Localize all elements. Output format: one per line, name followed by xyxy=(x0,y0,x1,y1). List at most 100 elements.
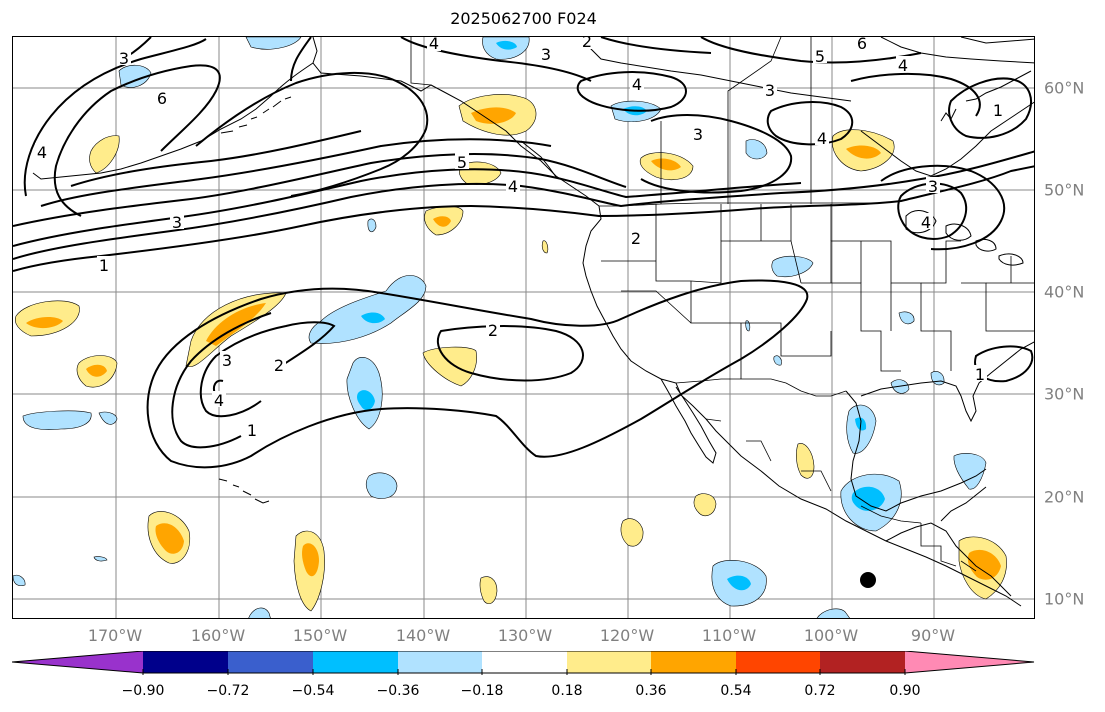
negative-anomaly-patch xyxy=(248,607,271,618)
colorbar-segment xyxy=(228,651,313,673)
contour-label: 3 xyxy=(765,81,775,100)
negative-anomaly-patch xyxy=(745,139,768,160)
contour-line xyxy=(13,168,802,247)
lon-label-150w: 150°W xyxy=(292,626,348,645)
negative-anomaly-patch xyxy=(98,411,118,425)
lon-label-170w: 170°W xyxy=(87,626,143,645)
lon-label-90w: 90°W xyxy=(910,626,956,645)
negative-anomaly-patch xyxy=(93,556,108,562)
negative-anomaly-patch xyxy=(22,410,92,430)
colorbar-extend-low xyxy=(12,651,143,673)
positive-anomaly-patch xyxy=(620,518,644,547)
contour-line xyxy=(23,38,207,197)
contour-line xyxy=(171,312,272,449)
colorbar-segment xyxy=(398,651,482,673)
lon-label-140w: 140°W xyxy=(395,626,451,645)
contour-line xyxy=(13,153,627,227)
colorbar-tick-label: 0.72 xyxy=(804,683,836,699)
contour-line xyxy=(13,165,1034,272)
contour-line xyxy=(40,138,552,207)
negative-anomaly-patch xyxy=(365,472,398,499)
contour-label: 2 xyxy=(274,356,284,375)
contour-label: 4 xyxy=(898,56,908,75)
contour-label: 6 xyxy=(157,89,167,108)
positive-anomaly-patch xyxy=(89,135,120,174)
contour-label: 3 xyxy=(222,351,232,370)
contour-label: 3 xyxy=(693,125,703,144)
negative-anomaly-patch xyxy=(13,574,26,587)
colorbar-segment xyxy=(567,651,651,673)
contour-line xyxy=(850,72,981,117)
lon-label-160w: 160°W xyxy=(190,626,246,645)
contour-line xyxy=(436,325,584,382)
colorbar-tick-label: −0.90 xyxy=(121,683,165,699)
colorbar-segment xyxy=(820,651,905,673)
contour-label: 3 xyxy=(119,49,129,68)
colorbar-tick-label: −0.72 xyxy=(206,683,250,699)
contour-line xyxy=(576,71,687,112)
contour-line xyxy=(53,64,221,217)
lat-label-50n: 50°N xyxy=(1044,180,1085,200)
positive-anomaly-patch xyxy=(693,493,717,516)
contour-label: 4 xyxy=(921,213,931,232)
contour-label: 1 xyxy=(247,421,257,440)
negative-anomaly-patch xyxy=(930,371,945,386)
negative-anomaly-patch xyxy=(773,355,782,366)
lat-label-20n: 20°N xyxy=(1044,487,1085,507)
shaded-anomalies xyxy=(13,37,1007,618)
negative-anomaly-patch xyxy=(745,320,751,332)
contour-line xyxy=(948,77,1032,139)
colorbar-segment xyxy=(143,651,228,673)
contour-label: 3 xyxy=(172,213,182,232)
contour-label: 4 xyxy=(37,143,47,162)
colorbar xyxy=(12,651,1035,675)
lon-label-120w: 120°W xyxy=(599,626,655,645)
contour-line xyxy=(13,150,1034,260)
negative-anomaly-patch xyxy=(953,453,987,490)
map-svg: 1 2 3 4 5 6 2 2 1 3 4 3 2 4 xyxy=(13,37,1034,618)
lat-label-10n: 10°N xyxy=(1044,589,1085,609)
lon-label-110w: 110°W xyxy=(701,626,757,645)
contour-label: 3 xyxy=(541,45,551,64)
colorbar-tick-label: 0.90 xyxy=(889,683,921,699)
height-contours xyxy=(13,37,1034,469)
contour-label: 3 xyxy=(928,177,938,196)
lat-label-40n: 40°N xyxy=(1044,282,1085,302)
contour-label: 4 xyxy=(817,129,827,148)
colorbar-tick-label: 0.54 xyxy=(720,683,752,699)
colorbar-tick-label: 0.36 xyxy=(635,683,667,699)
colorbar-extend-high xyxy=(905,651,1034,673)
contour-line xyxy=(195,71,429,197)
positive-anomaly-patch xyxy=(796,443,815,479)
contour-label: 2 xyxy=(488,321,498,340)
colorbar-segment xyxy=(482,651,567,673)
contour-labels: 1 2 3 4 5 6 2 2 1 3 4 3 2 4 xyxy=(35,37,1005,440)
colorbar-segment xyxy=(651,651,736,673)
contour-line xyxy=(640,114,793,194)
contour-label: 1 xyxy=(99,256,109,275)
contour-line xyxy=(897,182,968,240)
negative-anomaly-patch xyxy=(816,608,850,618)
negative-anomaly-patch xyxy=(245,37,302,50)
colorbar-tick-label: −0.36 xyxy=(376,683,420,699)
storm-marker xyxy=(860,572,876,588)
contour-label: 5 xyxy=(457,153,467,172)
contour-line xyxy=(146,279,809,469)
positive-anomaly-patch xyxy=(479,576,498,604)
negative-anomaly-patch xyxy=(367,218,377,233)
positive-anomaly-patch xyxy=(422,346,477,387)
negative-anomaly-patch xyxy=(771,255,814,278)
contour-line xyxy=(290,37,312,82)
colorbar-tick-label: −0.18 xyxy=(460,683,504,699)
lon-label-100w: 100°W xyxy=(803,626,859,645)
contour-label: 4 xyxy=(632,75,642,94)
contour-label: 2 xyxy=(631,229,641,248)
contour-label: 1 xyxy=(975,365,985,384)
lon-label-130w: 130°W xyxy=(497,626,553,645)
map-title: 2025062700 F024 xyxy=(450,9,597,28)
contour-line xyxy=(400,37,592,82)
negative-anomaly-patch xyxy=(898,311,915,325)
contour-label: 4 xyxy=(429,37,439,53)
colorbar-segment xyxy=(313,651,398,673)
contour-label: 4 xyxy=(508,177,518,196)
